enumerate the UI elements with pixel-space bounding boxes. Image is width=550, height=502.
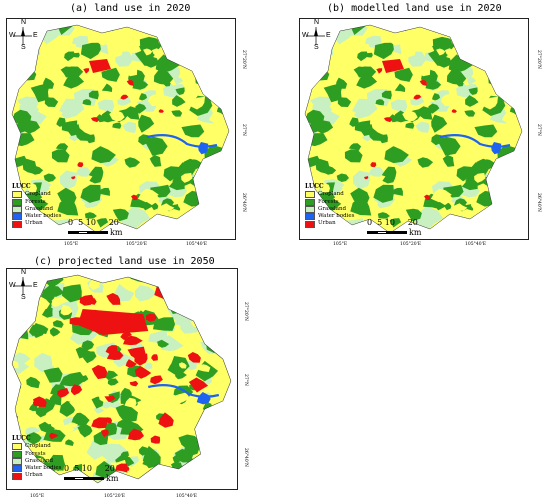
x-tick: 105°E: [333, 242, 348, 247]
forests-swatch: [12, 450, 22, 458]
legend: LUCC Cropland Forests Grassland Water bo…: [305, 183, 355, 228]
y-tick: 27°N: [243, 374, 248, 386]
panel-a: (a) land use in 2020 N S W E LUCC Cropla…: [0, 0, 275, 250]
panel-title: (a) land use in 2020: [70, 3, 191, 14]
legend-item: Forests: [305, 199, 355, 206]
legend-item: Grassland: [12, 206, 62, 214]
legend-item: Urban: [12, 220, 62, 228]
y-tick: 26°40'N: [243, 448, 248, 467]
legend-item: Forests: [12, 199, 62, 206]
scale-numbers: 0 5 10 20: [68, 218, 119, 227]
panel-b: (b) modelled land use in 2020 N S W E LU…: [275, 0, 550, 250]
legend-title: LUCC: [305, 183, 324, 190]
compass-s: S: [314, 44, 319, 51]
legend-item: Forests: [12, 451, 62, 458]
y-tick: 27°20'N: [241, 50, 246, 69]
urban-swatch: [12, 472, 22, 480]
y-tick: 27°N: [536, 124, 541, 136]
legend-item: Water bodies: [12, 213, 62, 221]
compass-s: S: [21, 44, 26, 51]
urban-swatch: [12, 220, 22, 228]
compass-e: E: [33, 282, 38, 289]
compass-e: E: [33, 32, 38, 39]
legend: LUCC Cropland Forests Grassland Water bo…: [12, 435, 62, 480]
scale-numbers: 0 5 10 20: [367, 218, 418, 227]
cropland-swatch: [12, 443, 22, 451]
urban-swatch: [305, 220, 315, 228]
legend-item: Water bodies: [305, 213, 355, 221]
x-tick: 105°40'E: [465, 242, 487, 247]
scale-unit: km: [106, 474, 119, 483]
y-tick: 27°N: [241, 124, 246, 136]
grassland-swatch: [12, 458, 22, 466]
map-frame: [6, 268, 238, 490]
x-tick: 105°20'E: [126, 242, 148, 247]
compass-n: N: [314, 19, 320, 26]
compass-w: W: [9, 32, 16, 39]
legend-item: Urban: [305, 220, 355, 228]
cropland-swatch: [305, 191, 315, 199]
land-use-map: [11, 24, 230, 234]
legend-item: Cropland: [12, 191, 62, 199]
land-use-map: [11, 274, 232, 484]
land-use-map: [304, 24, 523, 234]
x-tick: 105°20'E: [104, 494, 126, 499]
legend-item: Urban: [12, 472, 62, 480]
cropland-swatch: [12, 191, 22, 199]
north-arrow: N S W E: [9, 269, 38, 301]
x-tick: 105°40'E: [186, 242, 208, 247]
x-tick: 105°E: [30, 494, 45, 499]
legend-item: Cropland: [305, 191, 355, 199]
scale-bar: 0 5 10 20 km: [64, 464, 118, 483]
scale-unit: km: [110, 228, 123, 237]
scale-numbers: 0 5 10 20: [64, 464, 115, 473]
water-swatch: [305, 213, 315, 221]
compass-e: E: [326, 32, 331, 39]
compass-w: W: [9, 282, 16, 289]
north-arrow: N S W E: [9, 19, 38, 51]
scale-unit: km: [409, 228, 422, 237]
forests-swatch: [305, 198, 315, 206]
forests-swatch: [12, 198, 22, 206]
x-tick: 105°E: [64, 242, 79, 247]
compass-s: S: [21, 294, 26, 301]
legend-item: Cropland: [12, 443, 62, 451]
panel-c: (c) projected land use in 2050 N S W E L…: [0, 250, 275, 502]
panel-title: (b) modelled land use in 2020: [327, 3, 502, 14]
grassland-swatch: [305, 206, 315, 214]
y-tick: 26°40'N: [536, 193, 541, 212]
legend-title: LUCC: [12, 435, 31, 442]
panel-title: (c) projected land use in 2050: [34, 256, 215, 267]
compass-n: N: [21, 19, 27, 26]
y-tick: 27°20'N: [243, 302, 248, 321]
water-swatch: [12, 213, 22, 221]
scale-bar: 0 5 10 20 km: [367, 218, 421, 237]
scale-bar: 0 5 10 20 km: [68, 218, 122, 237]
legend: LUCC Cropland Forests Grassland Water bo…: [12, 183, 62, 228]
map-frame: [6, 18, 236, 240]
legend-item: Water bodies: [12, 465, 62, 473]
legend-item: Grassland: [305, 206, 355, 214]
water-swatch: [12, 465, 22, 473]
compass-n: N: [21, 269, 27, 276]
map-frame: [299, 18, 529, 240]
legend-item: Grassland: [12, 458, 62, 466]
compass-w: W: [302, 32, 309, 39]
x-tick: 105°20'E: [400, 242, 422, 247]
x-tick: 105°40'E: [176, 494, 198, 499]
north-arrow: N S W E: [302, 19, 331, 51]
legend-title: LUCC: [12, 183, 31, 190]
grassland-swatch: [12, 206, 22, 214]
y-tick: 26°40'N: [241, 193, 246, 212]
y-tick: 27°20'N: [536, 50, 541, 69]
